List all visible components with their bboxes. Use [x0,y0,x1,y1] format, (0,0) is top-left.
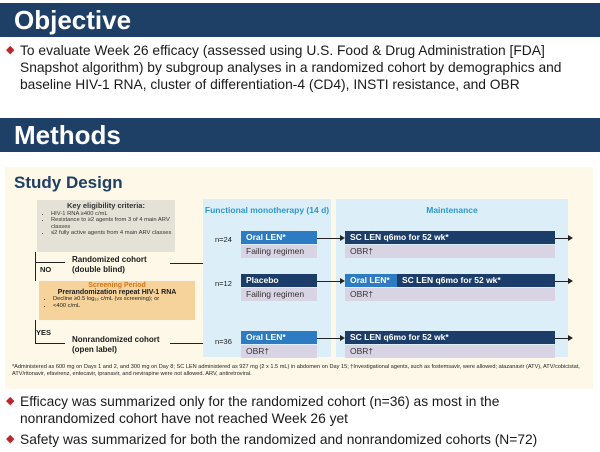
flow-line [555,281,570,282]
flow-line [35,320,36,343]
eligibility-item: ≤2 fully active agents from 4 main ARV c… [51,230,175,237]
arrow-icon [340,235,345,241]
bullet-icon: ◆ [6,433,15,445]
flow-line [555,238,570,239]
methods-bullet: ◆ Safety was summarized for both the ran… [6,432,538,447]
study-footnote: *Administered as 600 mg on Days 1 and 2,… [12,364,580,377]
sc-len-box: SC LEN q6mo for 52 wk* [397,274,555,287]
arrow-icon [568,278,573,284]
sc-len-box: SC LEN q6mo for 52 wk* [345,231,555,244]
screening-heading: Screening Period [88,282,146,289]
bullet-icon: ◆ [6,395,15,407]
eligibility-item: Resistance to ≥2 agents from 3 of 4 main… [51,217,175,230]
obr-box: OBR† [345,345,555,358]
screening-subheading: Prerandomization repeat HIV-1 RNA [57,288,177,296]
oral-len-box: Oral LEN* [345,274,397,287]
nonrandomized-cohort-label: Nonrandomized cohort (open label) [72,335,160,354]
bullet-icon: ◆ [6,44,15,56]
oral-len-box: Oral LEN* [241,331,317,344]
obr-box: OBR† [345,245,555,258]
methods-banner: Methods [0,118,600,152]
obr-box: OBR† [241,345,317,358]
eligibility-item: HIV-1 RNA ≥400 c/mL [51,211,175,218]
flow-line [317,281,342,282]
flow-line [170,263,208,264]
n36-label: n=36 [215,337,232,346]
flow-line [35,252,36,281]
flow-line [555,338,570,339]
eligibility-box: Key eligibility criteria: HIV-1 RNA ≥400… [37,200,175,252]
screening-item: <400 c/mL [53,303,195,310]
flow-line [35,262,65,263]
arrow-icon [568,335,573,341]
methods-heading: Methods [14,120,121,150]
n24-label: n=24 [215,235,232,244]
placebo-box: Placebo [241,274,317,287]
randomized-cohort-label: Randomized cohort (double blind) [72,255,147,274]
methods-bullet: ◆ Efficacy was summarized only for the r… [6,394,500,426]
objective-banner: Objective [0,3,600,37]
functional-monotherapy-heading: Functional monotherapy (14 d) [204,205,330,215]
obr-box: OBR† [345,288,555,301]
objective-heading: Objective [14,5,132,35]
no-label: NO [40,265,52,274]
screening-box: Screening Period Prerandomization repeat… [39,281,195,320]
arrow-icon [340,335,345,341]
n12-label: n=12 [215,279,232,288]
failing-regimen-box: Failing regimen [241,245,317,258]
eligibility-heading: Key eligibility criteria: [67,201,145,210]
yes-label: YES [36,328,52,337]
arrow-icon [568,235,573,241]
study-design-title: Study Design [14,173,123,192]
objective-bullet: ◆ To evaluate Week 26 efficacy (assessed… [6,43,562,92]
flow-line [317,238,342,239]
maintenance-heading: Maintenance [426,205,478,215]
sc-len-box: SC LEN q6mo for 52 wk* [345,331,555,344]
screening-item: Decline ≥0.5 log₁₀ c/mL (vs screening); … [53,296,195,303]
oral-len-box: Oral LEN* [241,231,317,244]
flow-line [35,343,65,344]
failing-regimen-box: Failing regimen [241,288,317,301]
flow-line [317,338,342,339]
arrow-icon [340,278,345,284]
